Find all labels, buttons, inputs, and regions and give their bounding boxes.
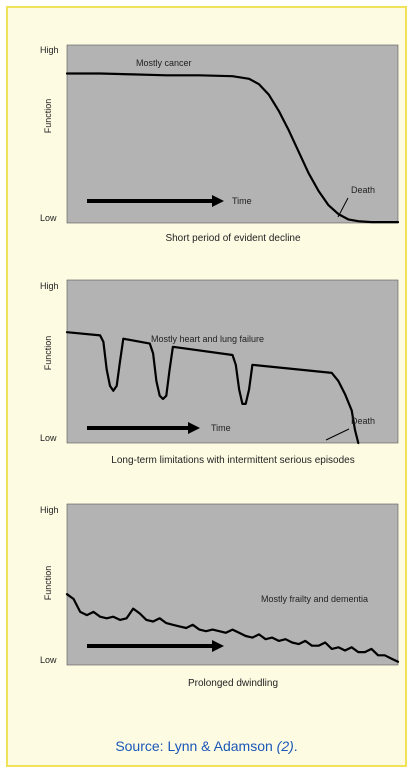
y-low-label: Low	[40, 655, 57, 665]
death-pointer	[337, 197, 349, 218]
y-low-label: Low	[40, 213, 57, 223]
trajectory-line	[65, 331, 360, 445]
y-high-label: High	[40, 45, 59, 55]
panel-caption: Short period of evident decline	[165, 233, 301, 244]
source-citation: Source: Lynn & Adamson (2).	[8, 738, 405, 754]
chart-panel-2	[65, 279, 399, 445]
annotation-1: Mostly cancer	[136, 58, 192, 68]
time-arrow-head	[212, 640, 224, 652]
death-pointer	[325, 428, 350, 441]
figure-box: High Low Function Time Mostly cancer Death Sho…	[6, 6, 407, 767]
y-axis-label: Function	[43, 336, 53, 371]
y-low-label: Low	[40, 433, 57, 443]
y-high-label: High	[40, 505, 59, 515]
annotation-1: Mostly heart and lung failure	[151, 334, 264, 344]
annotation-2: Death	[351, 416, 375, 426]
panel-caption: Prolonged dwindling	[188, 678, 278, 689]
y-axis-label: Function	[43, 99, 53, 134]
time-arrow-head	[212, 195, 224, 207]
trajectory-line	[65, 593, 400, 663]
time-arrow-head	[188, 422, 200, 434]
annotation-2: Death	[351, 185, 375, 195]
source-prefix: Source: Lynn & Adamson	[115, 738, 277, 754]
plot-area	[66, 279, 399, 444]
source-suffix: .	[293, 738, 298, 754]
plot-area	[66, 503, 399, 666]
y-axis-label: Function	[43, 566, 53, 601]
figure-canvas: High Low Function Time Mostly cancer Death Sho…	[40, 44, 400, 689]
source-reference: (2)	[276, 738, 294, 754]
chart-panel-1	[65, 44, 400, 224]
chart-panel-3	[65, 503, 400, 666]
time-label: Time	[211, 423, 231, 433]
annotation-1: Mostly frailty and dementia	[261, 594, 368, 604]
trajectory-line	[65, 72, 400, 224]
y-high-label: High	[40, 281, 59, 291]
panel-caption: Long-term limitations with intermittent …	[111, 455, 354, 466]
time-label: Time	[232, 196, 252, 206]
